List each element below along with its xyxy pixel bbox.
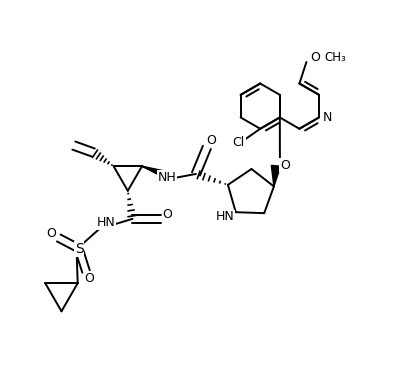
Text: N: N <box>323 111 332 124</box>
Polygon shape <box>271 165 281 187</box>
Text: HN: HN <box>215 211 234 223</box>
Text: HN: HN <box>97 216 116 229</box>
Polygon shape <box>142 166 176 182</box>
Text: NH: NH <box>157 171 176 184</box>
Text: O: O <box>46 227 56 240</box>
Text: O: O <box>280 158 290 171</box>
Text: O: O <box>84 272 94 285</box>
Text: S: S <box>75 242 84 256</box>
Text: O: O <box>207 134 217 147</box>
Text: CH₃: CH₃ <box>324 51 346 64</box>
Text: O: O <box>310 51 320 64</box>
Text: O: O <box>163 208 173 221</box>
Text: Cl: Cl <box>233 136 245 149</box>
